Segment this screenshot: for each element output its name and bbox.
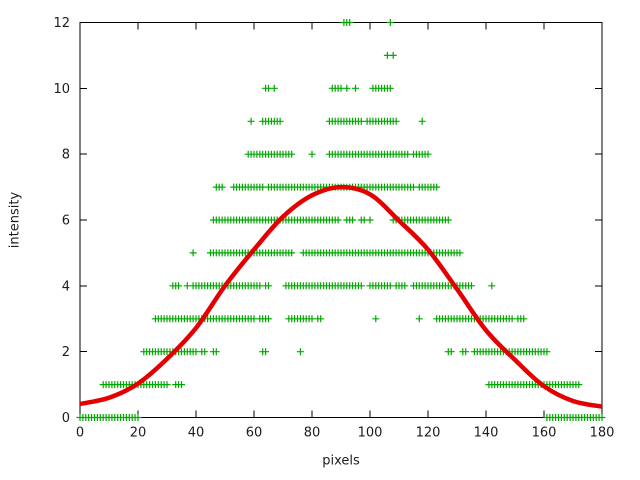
svg-text:100: 100	[358, 426, 383, 441]
x-tick-labels: 0 20 40 60 80 100 120 140 160 180	[76, 426, 615, 441]
scatter-points	[76, 19, 606, 421]
svg-text:140: 140	[474, 426, 499, 441]
svg-text:120: 120	[416, 426, 441, 441]
fit-curve-line	[80, 184, 602, 409]
svg-text:2: 2	[62, 345, 70, 360]
svg-text:60: 60	[246, 426, 263, 441]
svg-text:180: 180	[590, 426, 615, 441]
y-axis-title: intensity	[7, 191, 23, 249]
svg-text:80: 80	[304, 426, 321, 441]
svg-text:8: 8	[62, 148, 70, 163]
svg-text:20: 20	[130, 426, 147, 441]
svg-text:12: 12	[53, 16, 70, 31]
svg-text:0: 0	[62, 411, 70, 426]
svg-text:40: 40	[188, 426, 205, 441]
svg-text:160: 160	[532, 426, 557, 441]
x-axis-title: pixels	[322, 453, 360, 469]
svg-text:0: 0	[76, 426, 84, 441]
svg-text:10: 10	[53, 82, 70, 97]
y-tick-labels: 0 2 4 6 8 10 12	[53, 16, 70, 426]
svg-text:6: 6	[62, 214, 70, 229]
svg-text:4: 4	[62, 279, 70, 294]
